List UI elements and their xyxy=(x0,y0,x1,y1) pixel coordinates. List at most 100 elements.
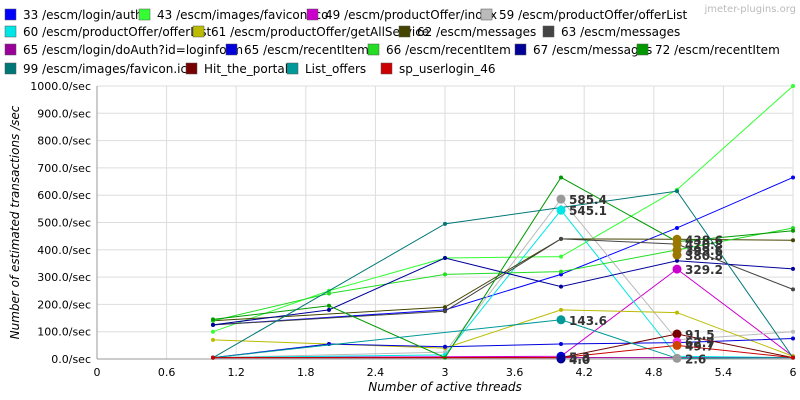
series-line xyxy=(212,319,794,359)
legend-label: 59 /escm/productOffer/offerList xyxy=(499,8,688,22)
watermark: jmeter-plugins.org xyxy=(703,4,796,15)
annotation-label: 438.6 xyxy=(685,233,723,247)
series-point xyxy=(791,266,795,271)
series-point xyxy=(327,303,331,308)
series-point xyxy=(559,269,563,274)
series-point xyxy=(791,175,795,180)
annotation-label: 91.5 xyxy=(685,328,715,342)
grid xyxy=(96,85,794,360)
series-point xyxy=(559,254,563,259)
legend-swatch xyxy=(225,43,238,56)
x-tick-label: 1.8 xyxy=(297,366,315,379)
legend-swatch xyxy=(185,62,198,75)
annotation-marker xyxy=(672,264,682,274)
y-tick-label: 800.0/sec xyxy=(37,135,91,148)
series-line xyxy=(213,344,794,359)
legend-swatch xyxy=(192,25,205,38)
series-point xyxy=(791,228,795,233)
series-line xyxy=(212,176,794,359)
y-tick-label: 500.0/sec xyxy=(37,217,91,230)
series-point xyxy=(559,175,563,180)
series-point xyxy=(211,355,215,360)
x-tick-label: 3.6 xyxy=(506,366,524,379)
annotation-marker xyxy=(672,329,682,339)
series-point xyxy=(327,307,331,312)
series-point xyxy=(791,355,795,360)
annotation-marker xyxy=(556,205,566,215)
y-tick-label: 900.0/sec xyxy=(37,107,91,120)
series-point xyxy=(559,341,563,346)
legend-swatch xyxy=(306,8,319,21)
x-tick-label: 4.2 xyxy=(575,366,593,379)
legend-label: 63 /escm/messages xyxy=(561,25,680,39)
series-point xyxy=(559,307,563,312)
y-tick-label: 600.0/sec xyxy=(37,189,91,202)
series-point xyxy=(559,284,563,289)
legend-swatch xyxy=(138,8,151,21)
legend-swatch xyxy=(4,43,17,56)
series-point xyxy=(559,236,563,241)
legend-label: 65 /escm/recentItem xyxy=(244,43,369,57)
x-axis-title: Number of active threads xyxy=(368,380,522,394)
legend-label: 33 /escm/login/auth xyxy=(23,8,143,22)
legend-label: 62 /escm/messages xyxy=(417,25,536,39)
series-point xyxy=(327,291,331,296)
series-line xyxy=(212,227,794,322)
y-tick-label: 200.0/sec xyxy=(37,298,91,311)
annotation-marker xyxy=(556,315,566,325)
series-point xyxy=(791,238,795,243)
y-tick-label: 400.0/sec xyxy=(37,244,91,257)
series-point xyxy=(211,317,215,322)
legend-swatch xyxy=(4,25,17,38)
x-tick-label: 4.8 xyxy=(645,366,663,379)
legend-label: 43 /escm/images/favicon.ico xyxy=(157,8,328,22)
legend-label: Hit_the_portal xyxy=(204,62,288,76)
series-point xyxy=(211,322,215,327)
series-point xyxy=(443,255,447,260)
annotation-label: 380.8 xyxy=(685,249,723,263)
series-line xyxy=(212,268,794,359)
annotation-marker xyxy=(556,354,566,364)
legend-swatch xyxy=(286,62,299,75)
series-point xyxy=(443,272,447,277)
series-point xyxy=(675,310,679,315)
series-point xyxy=(675,189,679,194)
annotation-label: 2.6 xyxy=(685,352,706,366)
annotation-marker xyxy=(672,250,682,260)
annotation-marker xyxy=(672,340,682,350)
series-line xyxy=(212,338,794,359)
x-tick-label: 6 xyxy=(790,366,797,379)
series-point xyxy=(211,337,215,342)
legend-label: 61 /escm/productOffer/getAllService xyxy=(211,25,429,39)
legend-label: 49 /escm/productOffer/index xyxy=(325,8,497,22)
series-point xyxy=(675,258,679,263)
series-clip xyxy=(211,84,795,361)
series-line xyxy=(212,309,794,357)
series-point xyxy=(791,336,795,341)
annotation-label: 5.3 xyxy=(569,350,590,364)
x-tick-label: 0.6 xyxy=(158,366,176,379)
legend-swatch xyxy=(380,62,393,75)
annotation-label: 420.8 xyxy=(685,238,723,252)
legend-label: 72 /escm/recentItem xyxy=(655,43,780,57)
legend-label: 66 /escm/recentItem xyxy=(386,43,511,57)
series-point xyxy=(443,309,447,314)
y-axis-title: Number of estimated transactions /sec xyxy=(8,105,22,339)
legend-swatch xyxy=(636,43,649,56)
y-tick-label: 0.0/sec xyxy=(51,353,91,366)
legend-label: 65 /escm/login/doAuth?id=loginform xyxy=(23,43,243,57)
series-point xyxy=(791,287,795,292)
annotation-marker xyxy=(556,194,566,204)
x-tick-label: 1.2 xyxy=(227,366,245,379)
y-tick-label: 100.0/sec xyxy=(37,326,91,339)
x-tick-label: 2.4 xyxy=(367,366,385,379)
annotation-marker xyxy=(672,353,682,363)
legend-swatch xyxy=(514,43,527,56)
annotation-label: 4.0 xyxy=(569,353,590,367)
legend-label: 99 /escm/images/favicon.ico xyxy=(23,62,194,76)
axes: 0.0/sec 100.0/sec 200.0/sec 300.0/sec 400.0/… xyxy=(30,80,796,379)
series-point xyxy=(791,84,795,88)
annotation-label: 49.7 xyxy=(685,339,715,353)
